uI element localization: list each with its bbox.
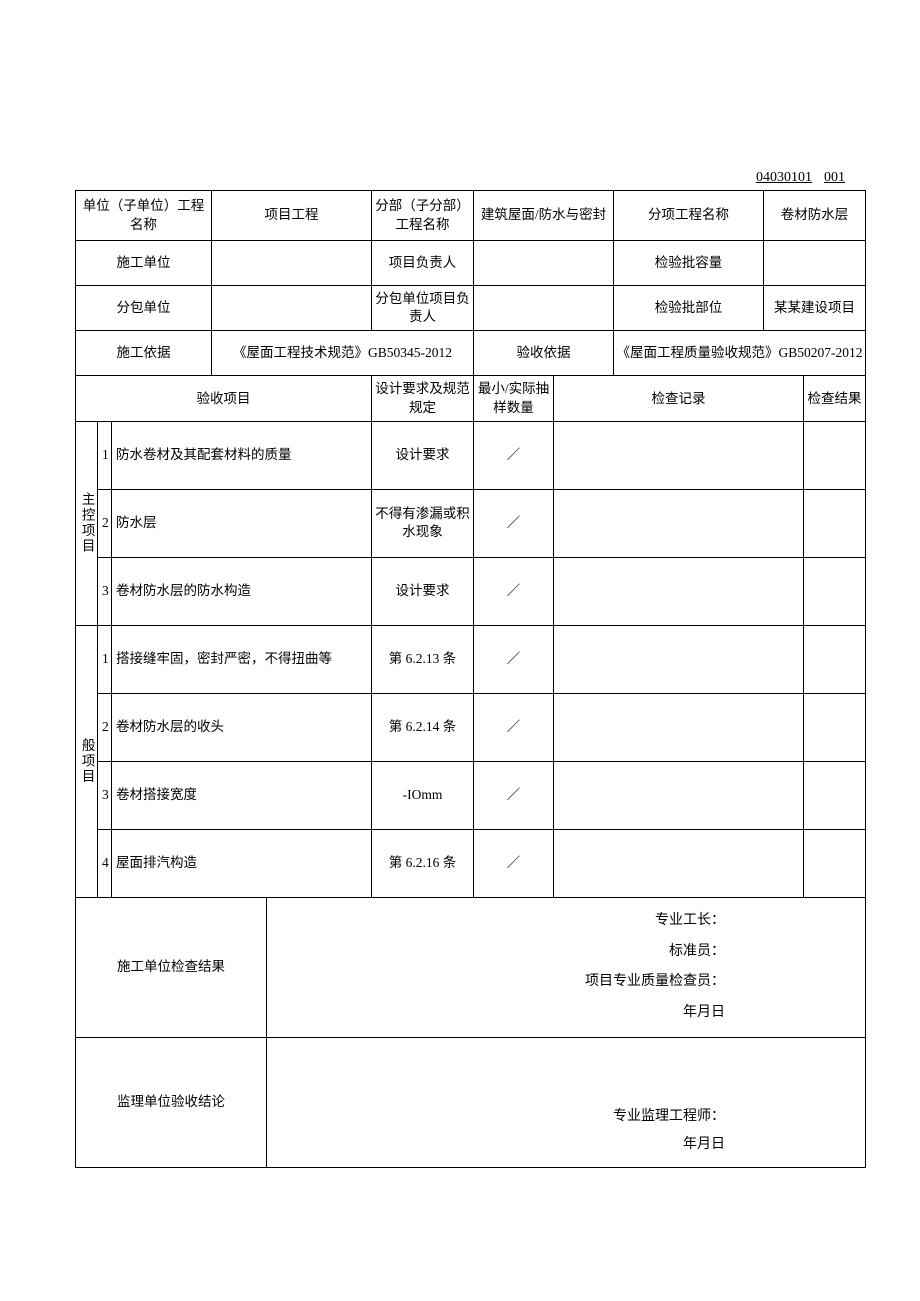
- item-record: [554, 421, 804, 489]
- label-batch-capacity: 检验批容量: [614, 241, 764, 286]
- item-sample: ／: [474, 829, 554, 897]
- item-spec: 设计要求: [372, 557, 474, 625]
- document-number: 04030101 001: [75, 170, 845, 186]
- label-batch-part: 检验批部位: [614, 286, 764, 331]
- item-record: [554, 489, 804, 557]
- sig-supervisor: 专业监理工程师：: [269, 1103, 725, 1131]
- item-spec: 第 6.2.14 条: [372, 693, 474, 761]
- item-no: 4: [98, 829, 112, 897]
- col-result: 检查结果: [804, 376, 866, 421]
- item-no: 3: [98, 557, 112, 625]
- label-subcontractor: 分包单位: [76, 286, 212, 331]
- sig-foreman: 专业工长：: [269, 906, 725, 937]
- item-name: 卷材搭接宽度: [112, 761, 372, 829]
- value-subcontractor: [212, 286, 372, 331]
- item-name: 防水层: [112, 489, 372, 557]
- sig-date: 年月日: [269, 998, 725, 1029]
- item-sample: ／: [474, 693, 554, 761]
- label-unit-project: 单位（子单位）工程名称: [76, 191, 212, 241]
- item-record: [554, 761, 804, 829]
- value-batch-capacity: [764, 241, 866, 286]
- item-result: [804, 557, 866, 625]
- sig-standardizer: 标准员：: [269, 937, 725, 968]
- item-no: 2: [98, 693, 112, 761]
- group-main-control: 主控项目: [76, 421, 98, 625]
- item-name: 卷材防水层的防水构造: [112, 557, 372, 625]
- item-result: [804, 761, 866, 829]
- label-acceptance-basis: 验收依据: [474, 331, 614, 376]
- label-pm: 项目负责人: [372, 241, 474, 286]
- item-name: 搭接缝牢固，密封严密，不得扭曲等: [112, 625, 372, 693]
- label-supervision-conclusion: 监理单位验收结论: [76, 1037, 267, 1167]
- label-subitem: 分项工程名称: [614, 191, 764, 241]
- value-unit-project: 项目工程: [212, 191, 372, 241]
- sig-quality-inspector: 项目专业质量检查员：: [269, 967, 725, 998]
- col-record: 检查记录: [554, 376, 804, 421]
- group-general: 般项目: [76, 625, 98, 897]
- item-result: [804, 625, 866, 693]
- sig-date: 年月日: [269, 1131, 725, 1159]
- item-name: 屋面排汽构造: [112, 829, 372, 897]
- item-no: 3: [98, 761, 112, 829]
- value-pm: [474, 241, 614, 286]
- label-sub-pm: 分包单位项目负责人: [372, 286, 474, 331]
- value-acceptance-basis: 《屋面工程质量验收规范》GB50207-2012: [614, 331, 866, 376]
- signature-block-supervision: 专业监理工程师： 年月日: [267, 1037, 866, 1167]
- item-record: [554, 829, 804, 897]
- item-name: 卷材防水层的收头: [112, 693, 372, 761]
- value-construction-unit: [212, 241, 372, 286]
- item-no: 2: [98, 489, 112, 557]
- item-spec: 设计要求: [372, 421, 474, 489]
- item-result: [804, 693, 866, 761]
- inspection-form-table: 单位（子单位）工程名称 项目工程 分部（子分部）工程名称 建筑屋面/防水与密封 …: [75, 190, 866, 1168]
- item-sample: ／: [474, 489, 554, 557]
- item-sample: ／: [474, 761, 554, 829]
- item-sample: ／: [474, 557, 554, 625]
- item-name: 防水卷材及其配套材料的质量: [112, 421, 372, 489]
- item-sample: ／: [474, 625, 554, 693]
- value-subdivision: 建筑屋面/防水与密封: [474, 191, 614, 241]
- doc-number-suffix: 001: [824, 170, 845, 185]
- item-spec: 不得有渗漏或积水现象: [372, 489, 474, 557]
- col-acceptance-item: 验收项目: [76, 376, 372, 421]
- item-record: [554, 625, 804, 693]
- label-subdivision: 分部（子分部）工程名称: [372, 191, 474, 241]
- item-no: 1: [98, 421, 112, 489]
- col-spec: 设计要求及规范规定: [372, 376, 474, 421]
- item-spec: 第 6.2.16 条: [372, 829, 474, 897]
- value-sub-pm: [474, 286, 614, 331]
- label-construction-basis: 施工依据: [76, 331, 212, 376]
- label-construction-unit: 施工单位: [76, 241, 212, 286]
- item-spec: -IOmm: [372, 761, 474, 829]
- item-result: [804, 489, 866, 557]
- col-sample: 最小/实际抽样数量: [474, 376, 554, 421]
- item-no: 1: [98, 625, 112, 693]
- value-batch-part: 某某建设项目: [764, 286, 866, 331]
- item-sample: ／: [474, 421, 554, 489]
- doc-number-prefix: 04030101: [756, 170, 812, 185]
- value-subitem: 卷材防水层: [764, 191, 866, 241]
- item-result: [804, 421, 866, 489]
- item-result: [804, 829, 866, 897]
- value-construction-basis: 《屋面工程技术规范》GB50345-2012: [212, 331, 474, 376]
- label-construction-result: 施工单位检查结果: [76, 897, 267, 1037]
- item-record: [554, 693, 804, 761]
- signature-block-construction: 专业工长： 标准员： 项目专业质量检查员： 年月日: [267, 897, 866, 1037]
- item-spec: 第 6.2.13 条: [372, 625, 474, 693]
- item-record: [554, 557, 804, 625]
